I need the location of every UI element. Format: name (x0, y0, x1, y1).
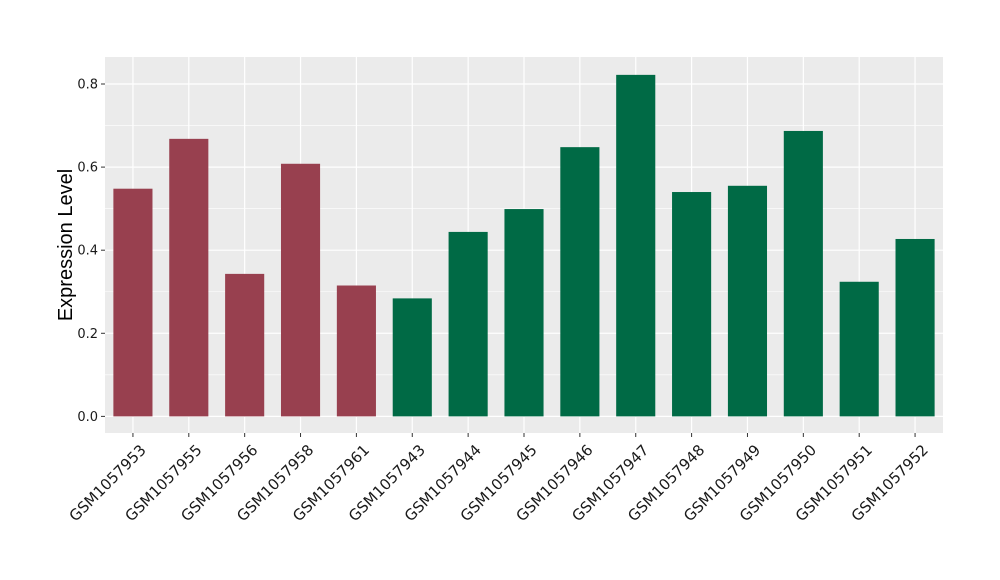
bar-GSM1057948 (672, 192, 712, 417)
y-axis: 0.0 0.2 0.4 0.6 0.8 (77, 78, 105, 425)
y-tick-label: 0.6 (77, 161, 98, 176)
y-tick-label: 0.0 (77, 410, 98, 425)
bar-GSM1057958 (280, 163, 321, 417)
bar-GSM1057952 (895, 238, 935, 417)
bar-GSM1057951 (839, 281, 879, 417)
y-tick-label: 0.8 (77, 78, 98, 93)
bar-GSM1057943 (392, 298, 432, 417)
bar-GSM1057945 (504, 209, 544, 417)
y-axis-title: Expression Level (55, 169, 77, 321)
x-axis: GSM1057953GSM1057955GSM1057956GSM1057958… (66, 433, 932, 525)
bar-GSM1057947 (616, 74, 656, 417)
y-tick-label: 0.2 (77, 327, 98, 342)
y-tick-label: 0.4 (77, 244, 98, 259)
bar-GSM1057949 (727, 185, 768, 417)
bars (113, 74, 935, 417)
bar-GSM1057946 (560, 147, 600, 417)
bar-GSM1057950 (783, 130, 823, 417)
bar-GSM1057953 (113, 188, 153, 417)
bar-GSM1057961 (336, 285, 376, 417)
bar-GSM1057944 (448, 231, 488, 417)
bar-GSM1057955 (169, 138, 209, 417)
bar-GSM1057956 (225, 273, 265, 417)
